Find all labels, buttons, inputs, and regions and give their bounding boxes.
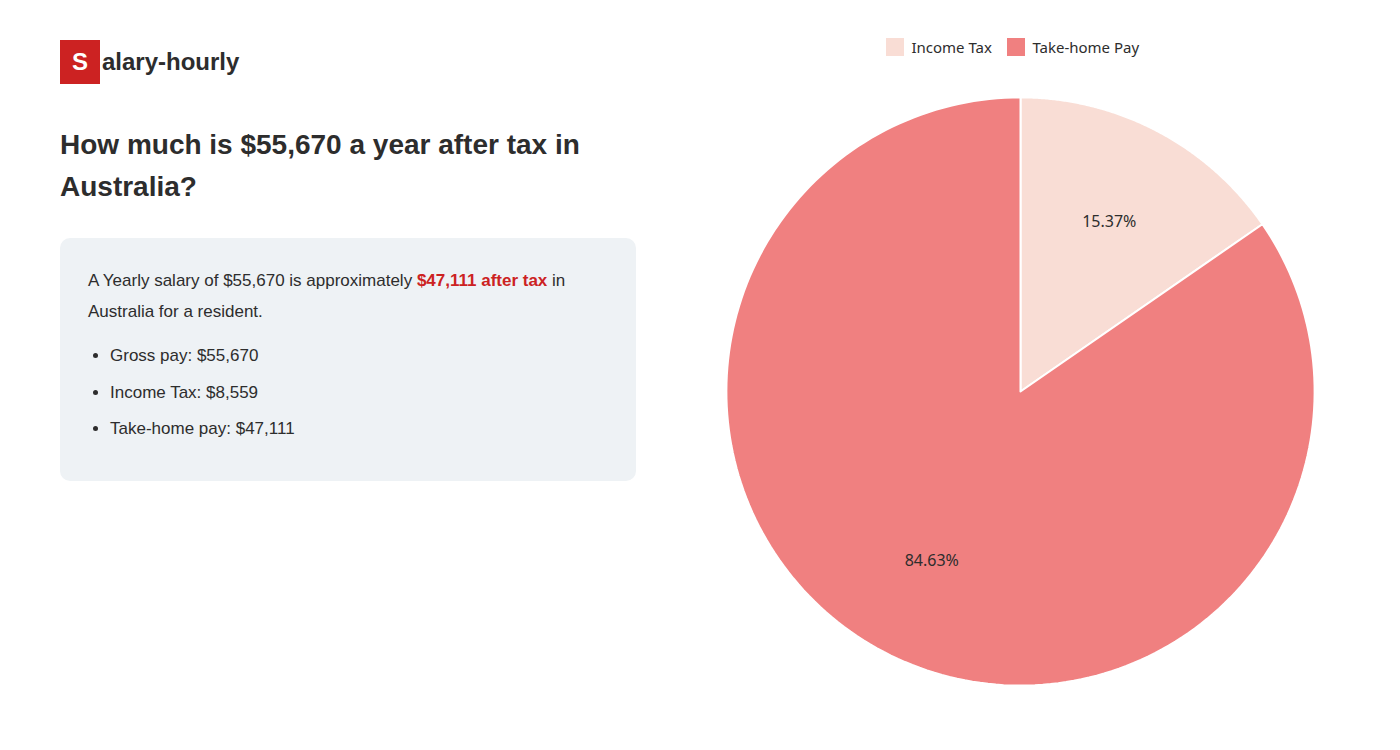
html-text:alary-hourly: alary-hourly xyxy=(102,48,240,75)
html-text:Take-home pay: $47,111: Take-home pay: $47,111 xyxy=(110,419,295,439)
svg-text:84.63%: 84.63% xyxy=(905,548,959,570)
html-text:Take-home Pay: Take-home Pay xyxy=(1032,36,1140,57)
html-text:Income Tax: Income Tax xyxy=(911,36,992,57)
html-text:Income Tax: $8,559: Income Tax: $8,559 xyxy=(110,382,259,402)
html-text:How much is $55,670 a year aft: How much is $55,670 a year after tax in … xyxy=(60,129,580,202)
html-text:Australia for a resident.: Australia for a resident. xyxy=(88,301,263,321)
html-text:Gross pay: $55,670: Gross pay: $55,670 xyxy=(110,346,259,366)
html-text:A Yearly salary of $55,670 is: A Yearly salary of $55,670 is approximat… xyxy=(88,271,566,290)
svg-text:15.37%: 15.37% xyxy=(1082,210,1136,232)
html-text:S: S xyxy=(72,48,88,75)
